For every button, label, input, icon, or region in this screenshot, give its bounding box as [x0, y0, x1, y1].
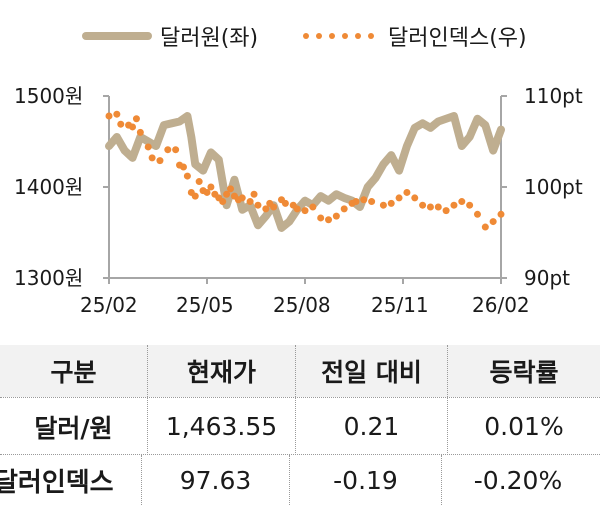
right-axis-tick-100: 100pt	[524, 175, 583, 199]
left-axis-tick-1400: 1400원	[14, 175, 84, 199]
x-axis-tick-2511: 25/11	[371, 293, 429, 317]
chart-series	[105, 110, 505, 232]
header-current-price: 현재가	[147, 345, 295, 397]
table-row: 달러인덱스 97.63 -0.19 -0.20%	[0, 454, 600, 505]
header-daily-change: 전일 대비	[295, 345, 447, 397]
chart-plot-area	[103, 95, 507, 284]
left-axis-tick-1300: 1300원	[14, 266, 84, 290]
cell-daily-change: 0.21	[295, 398, 447, 455]
legend-item-usdkrw: 달러원(좌)	[82, 18, 258, 54]
header-change-rate: 등락률	[447, 345, 600, 397]
legend-label-dxy: 달러인덱스(우)	[388, 26, 527, 51]
legend-label-usdkrw: 달러원(좌)	[160, 26, 259, 51]
fx-quote-table: 구분 현재가 전일 대비 등락률 달러/원 1,463.55 0.21 0.01…	[0, 345, 600, 505]
right-axis-tick-110: 110pt	[524, 84, 583, 108]
left-axis-tick-1500: 1500원	[14, 84, 84, 108]
header-category: 구분	[50, 358, 97, 387]
x-axis-tick-2502: 25/02	[80, 293, 138, 317]
x-axis-tick-2508: 25/08	[273, 293, 331, 317]
cell-daily-change: -0.19	[289, 455, 441, 505]
cell-current-price: 97.63	[141, 455, 289, 505]
cell-change-rate: -0.20%	[441, 455, 594, 505]
row-label-dxy: 달러인덱스	[0, 467, 114, 498]
x-axis-tick-2602: 26/02	[472, 293, 530, 317]
fx-chart: 1500원 1400원 1300원 110pt 100pt 90pt 25/02…	[0, 60, 600, 330]
table-row: 달러/원 1,463.55 0.21 0.01%	[0, 397, 600, 455]
row-label-usdkrw: 달러/원	[34, 413, 113, 443]
cell-current-price: 1,463.55	[147, 398, 295, 455]
dotted-line-swatch-icon	[303, 33, 374, 39]
table-header-row: 구분 현재가 전일 대비 등락률	[0, 345, 600, 397]
x-axis-tick-2505: 25/05	[176, 293, 234, 317]
chart-legend: 달러원(좌) 달러인덱스(우)	[0, 18, 600, 54]
legend-item-dxy: 달러인덱스(우)	[303, 18, 527, 54]
right-axis-tick-90: 90pt	[524, 266, 570, 290]
solid-line-swatch-icon	[82, 32, 152, 40]
cell-change-rate: 0.01%	[447, 398, 600, 455]
